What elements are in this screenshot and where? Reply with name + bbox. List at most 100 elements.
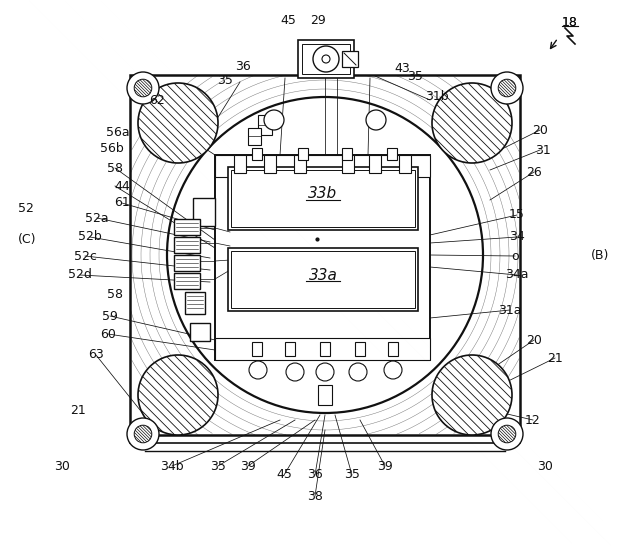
Bar bbox=[318, 385, 332, 405]
Text: 56a: 56a bbox=[106, 125, 130, 139]
Text: 30: 30 bbox=[537, 459, 553, 473]
Bar bbox=[174, 219, 200, 235]
Text: 18: 18 bbox=[562, 15, 578, 29]
Bar bbox=[387, 148, 397, 160]
Bar bbox=[298, 40, 354, 78]
Bar bbox=[228, 248, 418, 311]
Text: 29: 29 bbox=[310, 13, 326, 26]
Text: 30: 30 bbox=[54, 459, 70, 473]
Text: 38: 38 bbox=[307, 490, 323, 502]
Bar bbox=[252, 342, 262, 356]
Bar bbox=[388, 342, 398, 356]
Bar bbox=[298, 148, 308, 160]
Bar bbox=[302, 44, 350, 74]
Bar bbox=[342, 148, 352, 160]
Text: 60: 60 bbox=[100, 327, 116, 341]
Bar bbox=[264, 155, 276, 173]
Bar bbox=[231, 170, 415, 227]
Bar bbox=[234, 155, 246, 173]
Bar bbox=[248, 128, 261, 145]
Bar bbox=[320, 342, 330, 356]
Text: 36: 36 bbox=[307, 469, 323, 481]
Text: 35: 35 bbox=[210, 459, 226, 473]
Text: 52a: 52a bbox=[85, 211, 109, 225]
Text: 43: 43 bbox=[394, 61, 410, 75]
Circle shape bbox=[491, 72, 523, 104]
Text: 34: 34 bbox=[509, 231, 525, 243]
Bar bbox=[231, 251, 415, 308]
Circle shape bbox=[138, 355, 218, 435]
Text: 45: 45 bbox=[280, 13, 296, 26]
Bar bbox=[252, 148, 262, 160]
Bar bbox=[294, 155, 306, 173]
Circle shape bbox=[491, 418, 523, 450]
Bar bbox=[215, 155, 430, 360]
Bar bbox=[369, 155, 381, 173]
Text: 35: 35 bbox=[407, 70, 423, 82]
Text: 31: 31 bbox=[535, 144, 551, 157]
Text: 59: 59 bbox=[102, 310, 118, 322]
Text: 44: 44 bbox=[114, 179, 130, 193]
Circle shape bbox=[432, 83, 512, 163]
Text: 63: 63 bbox=[88, 348, 104, 362]
Circle shape bbox=[249, 361, 267, 379]
Text: 52c: 52c bbox=[74, 250, 97, 263]
Bar bbox=[228, 167, 418, 230]
Text: 52b: 52b bbox=[78, 231, 102, 243]
Text: 20: 20 bbox=[532, 124, 548, 136]
Bar bbox=[355, 342, 365, 356]
Text: 26: 26 bbox=[526, 166, 542, 178]
Text: o: o bbox=[511, 250, 519, 263]
Bar bbox=[215, 155, 430, 177]
Circle shape bbox=[384, 361, 402, 379]
Text: 39: 39 bbox=[240, 459, 256, 473]
Text: (C): (C) bbox=[18, 233, 36, 247]
Bar bbox=[185, 292, 205, 314]
Circle shape bbox=[264, 110, 284, 130]
Text: 39: 39 bbox=[377, 459, 393, 473]
Circle shape bbox=[138, 83, 218, 163]
Bar bbox=[130, 75, 520, 435]
Text: 12: 12 bbox=[525, 413, 541, 427]
Text: 62: 62 bbox=[149, 93, 165, 107]
Circle shape bbox=[316, 363, 334, 381]
Bar bbox=[342, 51, 358, 67]
Text: 31a: 31a bbox=[499, 304, 522, 316]
Bar bbox=[399, 155, 411, 173]
Bar bbox=[174, 255, 200, 271]
Text: 34a: 34a bbox=[505, 268, 529, 282]
Bar bbox=[190, 323, 210, 341]
Bar bbox=[258, 115, 272, 135]
Text: 61: 61 bbox=[114, 197, 130, 210]
Text: 58: 58 bbox=[107, 289, 123, 301]
Bar bbox=[193, 198, 215, 226]
Circle shape bbox=[127, 72, 159, 104]
Text: 35: 35 bbox=[217, 73, 233, 87]
Text: 20: 20 bbox=[526, 333, 542, 347]
Text: 33b: 33b bbox=[308, 187, 337, 201]
Text: 58: 58 bbox=[107, 162, 123, 174]
Text: 21: 21 bbox=[547, 352, 563, 364]
Text: 31b: 31b bbox=[425, 91, 449, 104]
Circle shape bbox=[127, 418, 159, 450]
Text: 45: 45 bbox=[276, 469, 292, 481]
Bar bbox=[174, 237, 200, 253]
Text: 34b: 34b bbox=[160, 459, 184, 473]
Text: (B): (B) bbox=[591, 248, 609, 262]
Text: 36: 36 bbox=[235, 60, 251, 72]
Text: 52: 52 bbox=[18, 201, 34, 215]
Text: 35: 35 bbox=[344, 469, 360, 481]
Bar bbox=[215, 338, 430, 360]
Text: 18: 18 bbox=[562, 15, 578, 29]
Circle shape bbox=[349, 363, 367, 381]
Circle shape bbox=[366, 110, 386, 130]
Bar bbox=[285, 342, 295, 356]
Circle shape bbox=[313, 46, 339, 72]
Circle shape bbox=[432, 355, 512, 435]
Text: 52d: 52d bbox=[68, 268, 92, 282]
Circle shape bbox=[286, 363, 304, 381]
Text: 56b: 56b bbox=[100, 142, 124, 156]
Text: 21: 21 bbox=[70, 404, 86, 417]
Bar bbox=[174, 273, 200, 289]
Text: 15: 15 bbox=[509, 209, 525, 221]
